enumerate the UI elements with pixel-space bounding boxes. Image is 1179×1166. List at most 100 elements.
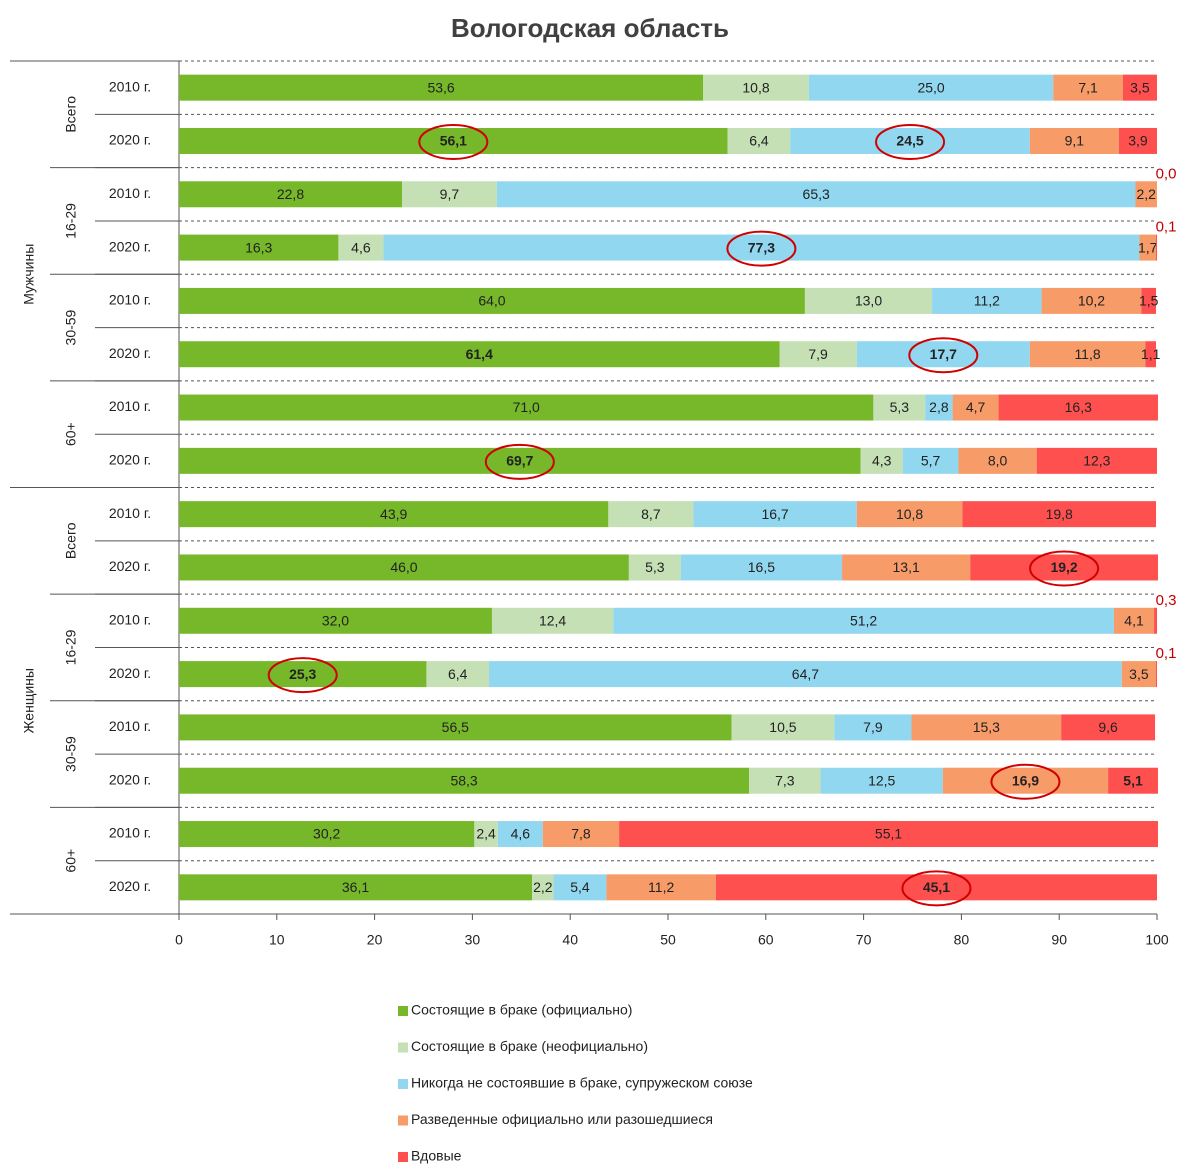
bar-segment — [1118, 127, 1157, 154]
value-label: 12,3 — [1083, 453, 1110, 469]
y-tick-label: 2020 г. — [109, 878, 151, 894]
bar-segment — [970, 554, 1158, 581]
bar-segment — [179, 127, 728, 154]
value-label: 51,2 — [850, 612, 877, 628]
x-tick-label: 60 — [758, 932, 774, 948]
x-tick-label: 100 — [1145, 932, 1169, 948]
value-label: 15,3 — [973, 719, 1000, 735]
bar-segment — [179, 874, 533, 901]
bar-segment — [1145, 341, 1157, 368]
bar-segment — [1108, 767, 1158, 794]
age-group-label: 30-59 — [63, 309, 79, 345]
value-label: 6,4 — [448, 666, 468, 682]
y-tick-label: 2010 г. — [109, 825, 151, 841]
value-label: 1,1 — [1141, 346, 1161, 362]
bar-segment — [703, 74, 809, 101]
gender-group-label: Женщины — [21, 668, 37, 733]
value-label: 12,5 — [868, 772, 895, 788]
bar-segment — [998, 394, 1158, 421]
highlight-ellipse — [990, 763, 1061, 800]
bar-segment — [1156, 234, 1157, 261]
value-label: 53,6 — [427, 79, 454, 95]
legend-label: Никогда не состоявшие в браке, супружеск… — [411, 1075, 753, 1091]
bar-segment — [856, 341, 1030, 368]
bar-segment — [383, 234, 1140, 261]
bar-segment — [179, 821, 475, 848]
value-label: 10,2 — [1078, 293, 1105, 309]
value-label: 13,0 — [855, 293, 882, 309]
bar-segment — [179, 661, 427, 688]
legend-swatch — [398, 1042, 408, 1053]
bar-segment — [1029, 341, 1146, 368]
y-tick-label: 2010 г. — [109, 185, 151, 201]
bar-segment — [179, 287, 805, 314]
y-tick-label: 2020 г. — [109, 558, 151, 574]
bar-segment — [497, 821, 543, 848]
value-label: 3,5 — [1130, 79, 1150, 95]
value-label: 1,7 — [1138, 239, 1158, 255]
legend-label: Разведенные официально или разошедшиеся — [411, 1111, 713, 1127]
bar-segment — [911, 714, 1062, 741]
bar-segment — [491, 607, 614, 634]
value-label: 16,3 — [1065, 399, 1092, 415]
value-label: 7,3 — [775, 772, 795, 788]
age-group-label: Всего — [63, 522, 79, 559]
bar-segment — [932, 287, 1042, 314]
bar-segment — [958, 447, 1037, 474]
bar-segment — [1041, 287, 1142, 314]
bar-segment — [553, 874, 607, 901]
value-label: 7,1 — [1078, 79, 1098, 95]
value-label: 8,7 — [641, 506, 661, 522]
legend-swatch — [398, 1115, 408, 1126]
value-label: 16,5 — [748, 559, 775, 575]
legend-swatch — [398, 1079, 408, 1089]
age-group-label: 16-29 — [63, 629, 79, 665]
bar-segment — [1121, 661, 1157, 688]
bar-segment — [942, 767, 1109, 794]
value-label: 71,0 — [513, 399, 540, 415]
value-label: 10,8 — [896, 506, 923, 522]
value-label-outside: 0,1 — [1156, 219, 1177, 236]
value-label: 2,8 — [929, 399, 949, 415]
bar-segment — [1061, 714, 1156, 741]
legend-label: Вдовые — [411, 1148, 462, 1164]
y-tick-label: 2020 г. — [109, 238, 151, 254]
bar-segment — [426, 661, 490, 688]
value-label: 10,8 — [742, 79, 769, 95]
highlight-ellipse — [726, 230, 797, 267]
bar-segment — [532, 874, 554, 901]
value-label: 5,4 — [570, 879, 590, 895]
bar-segment — [179, 447, 861, 474]
value-label: 7,9 — [863, 719, 883, 735]
value-label: 12,4 — [539, 612, 566, 628]
bar-segment — [952, 394, 999, 421]
bar-segment — [179, 394, 874, 421]
value-label: 64,7 — [792, 666, 819, 682]
y-tick-label: 2020 г. — [109, 345, 151, 361]
value-label: 10,5 — [769, 719, 796, 735]
value-label: 24,5 — [896, 133, 923, 149]
value-label: 4,3 — [872, 453, 892, 469]
bar-segment — [179, 181, 402, 208]
legend-label: Состоящие в браке (неофициально) — [411, 1038, 648, 1054]
bar-segment — [693, 501, 857, 528]
x-tick-label: 30 — [465, 932, 481, 948]
bar-segment — [842, 554, 971, 581]
value-label: 9,7 — [440, 186, 460, 202]
bar-segment — [860, 447, 903, 474]
bar-segment — [619, 821, 1158, 848]
highlight-ellipse — [267, 657, 338, 694]
value-label: 2,2 — [533, 879, 553, 895]
value-label: 55,1 — [875, 826, 902, 842]
bar-segment — [749, 767, 821, 794]
value-label: 69,7 — [506, 453, 533, 469]
bar-segment — [606, 874, 716, 901]
x-tick-label: 20 — [367, 932, 383, 948]
bar-segment — [179, 714, 732, 741]
bar-segment — [727, 127, 791, 154]
bar-segment — [1113, 607, 1155, 634]
value-label-outside: 0,0 — [1156, 165, 1177, 182]
highlight-ellipse — [901, 870, 972, 907]
bar-segment — [873, 394, 926, 421]
value-label: 30,2 — [313, 826, 340, 842]
